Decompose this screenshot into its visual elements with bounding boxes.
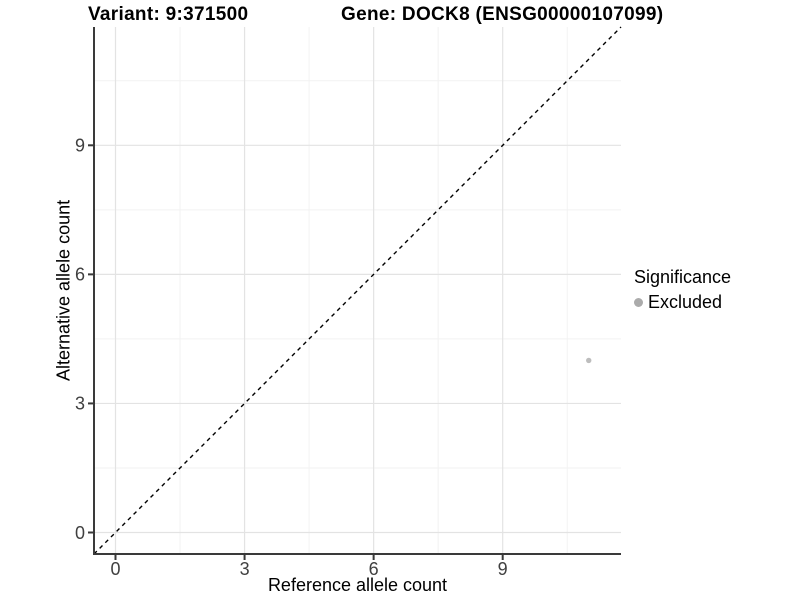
identity-line [93,26,622,555]
y-tick-label: 0 [75,523,85,543]
y-tick-label: 9 [75,136,85,156]
x-axis-title: Reference allele count [267,575,448,595]
legend-title: Significance [634,267,732,287]
x-tick-label: 0 [111,559,121,579]
variant-title: Variant: 9:371500 [88,4,249,25]
y-tick-label: 3 [75,394,85,414]
x-tick-label: 3 [240,559,250,579]
legend: Significance Excluded [634,267,731,313]
excluded-point-icon [634,298,643,307]
data-point [586,357,592,364]
legend-item-label: Excluded [648,292,723,312]
legend-item-excluded: Excluded [634,292,731,313]
x-tick-label: 6 [369,559,379,579]
y-axis-title: Alternative allele count [53,199,74,382]
x-tick-label: 9 [498,559,508,579]
gene-title: Gene: DOCK8 (ENSG00000107099) [341,4,664,25]
y-tick-label: 6 [75,265,85,285]
